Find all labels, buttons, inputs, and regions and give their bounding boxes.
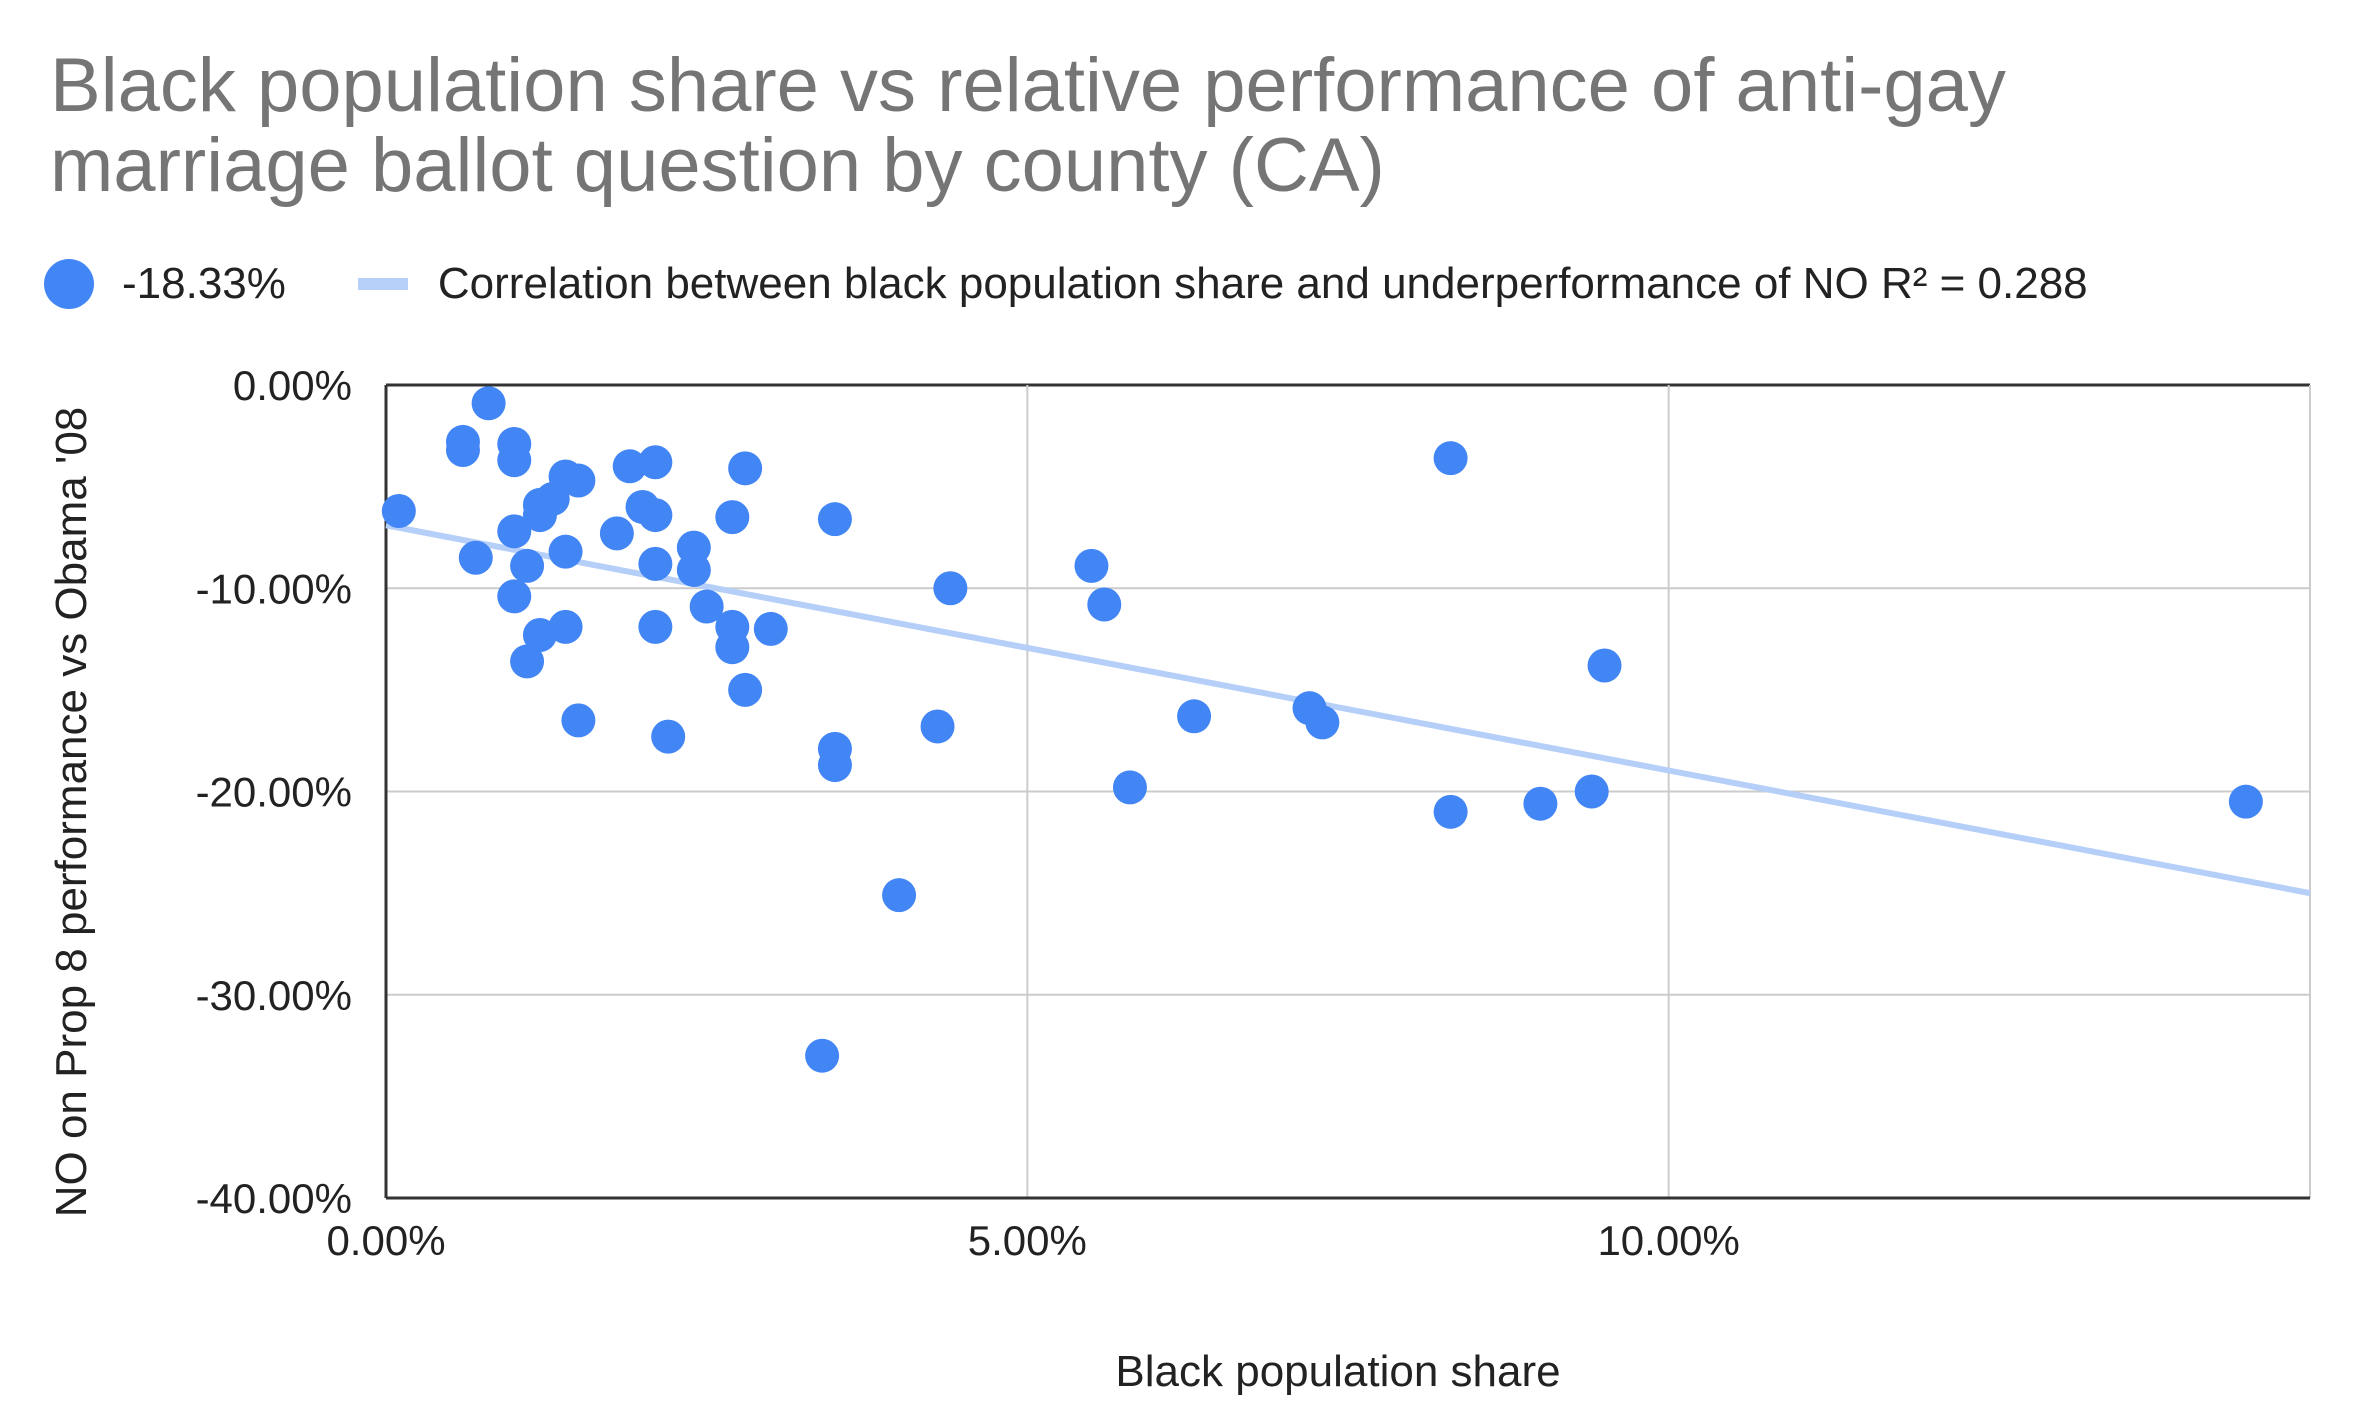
data-point <box>817 748 852 783</box>
chart-title-line-2: marriage ballot question by county (CA) <box>50 123 1385 208</box>
data-point <box>920 709 955 744</box>
data-point <box>561 463 596 498</box>
data-point <box>1433 441 1468 476</box>
data-point <box>1112 770 1147 805</box>
data-points <box>381 386 2263 1073</box>
data-point <box>728 672 763 707</box>
data-point <box>445 433 480 468</box>
y-axis-title: NO on Prop 8 performance vs Obama '08 <box>47 407 96 1218</box>
data-point <box>933 571 968 606</box>
data-point <box>510 644 545 679</box>
legend-label-trendline: Correlation between black population sha… <box>437 259 2088 308</box>
data-point <box>522 617 557 652</box>
data-point <box>715 630 750 665</box>
data-point <box>638 498 673 533</box>
data-point <box>548 534 583 569</box>
y-tick-label: -30.00% <box>196 972 352 1019</box>
data-point <box>753 611 788 646</box>
y-tick-label: -10.00% <box>196 565 352 612</box>
y-tick-label: 0.00% <box>233 362 352 409</box>
data-point <box>458 540 493 575</box>
data-point <box>561 703 596 738</box>
legend-label-scatter: -18.33% <box>122 259 286 308</box>
data-point <box>510 548 545 583</box>
x-tick-label: 5.00% <box>968 1217 1087 1264</box>
data-point <box>1587 648 1622 683</box>
data-point <box>638 445 673 480</box>
data-point <box>638 546 673 581</box>
legend-marker-scatter <box>44 259 94 309</box>
data-point <box>676 552 711 587</box>
axis-labels: 0.00%-10.00%-20.00%-30.00%-40.00%0.00% 5.… <box>47 362 1740 1396</box>
x-tick-label: 10.00% <box>1597 1217 1739 1264</box>
data-point <box>381 494 416 529</box>
data-point <box>548 609 583 644</box>
legend-marker-trendline <box>357 278 408 290</box>
data-point <box>497 579 532 614</box>
data-point <box>1574 774 1609 809</box>
data-point <box>471 386 506 421</box>
data-point <box>689 589 724 624</box>
data-point <box>599 516 634 551</box>
data-point <box>651 719 686 754</box>
data-point <box>1305 705 1340 740</box>
x-tick-label: 0.00% <box>326 1217 445 1264</box>
y-tick-label: -40.00% <box>196 1175 352 1222</box>
data-point <box>638 609 673 644</box>
data-point <box>1074 548 1109 583</box>
data-point <box>497 514 532 549</box>
data-point <box>817 502 852 537</box>
data-point <box>1523 786 1558 821</box>
chart-title-line-1: Black population share vs relative perfo… <box>50 43 2006 128</box>
trendline-layer <box>385 522 2311 897</box>
legend: -18.33% Correlation between black popula… <box>44 252 2088 316</box>
data-point <box>1433 794 1468 829</box>
data-point <box>497 443 532 478</box>
data-point <box>728 451 763 486</box>
data-point <box>1177 699 1212 734</box>
data-point <box>805 1038 840 1073</box>
x-axis-title: Black population share <box>1115 1347 1560 1396</box>
trendline <box>385 522 2311 897</box>
data-point <box>2228 784 2263 819</box>
data-point <box>612 449 647 484</box>
data-point <box>1087 587 1122 622</box>
gridlines <box>386 383 2311 1198</box>
data-point <box>882 878 917 913</box>
data-point <box>715 500 750 535</box>
y-tick-label: -20.00% <box>196 769 352 816</box>
